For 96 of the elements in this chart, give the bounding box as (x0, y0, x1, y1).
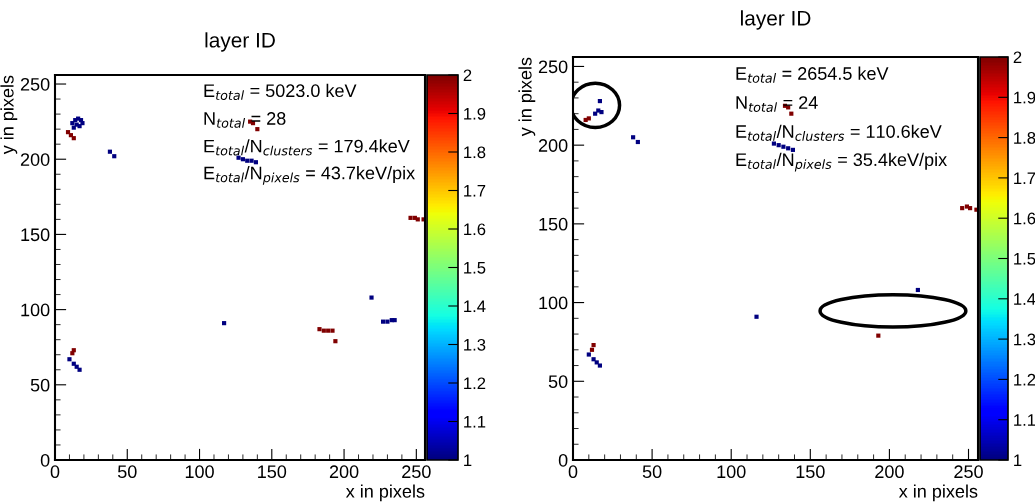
annotation: N$_{total}$ = 24 (736, 96, 818, 112)
point (597, 98, 602, 104)
color-bar-label: 1.6 (1014, 212, 1035, 225)
chart-title: layer ID (205, 32, 275, 52)
point (333, 339, 338, 344)
color-bar-label: 2 (1013, 51, 1022, 64)
point (591, 343, 596, 348)
x-tick-label: 250 (954, 465, 983, 479)
point (789, 111, 794, 116)
x-tick-label: 250 (402, 465, 431, 479)
annotation: E$_{total}$/N$_{pixels}$ = 43.7keV/pix (204, 166, 415, 185)
point (249, 158, 254, 163)
x-tick-label: 100 (717, 465, 746, 479)
point (790, 147, 795, 152)
point (112, 154, 117, 159)
x-axis-title: x in pixels (898, 484, 978, 502)
y-tick-label: 50 (548, 375, 568, 389)
point (330, 328, 335, 333)
annotation: E$_{total}$/N$_{pixels}$ = 35.4keV/pix (736, 152, 947, 172)
y-tick-label: 200 (20, 153, 50, 166)
point (381, 319, 386, 324)
point (776, 143, 781, 148)
point (385, 319, 390, 324)
point (771, 141, 776, 146)
x-axis-title: x in pixels (345, 484, 425, 502)
point (326, 328, 331, 333)
annotation: E$_{total}$ = 5023.0 keV (204, 83, 357, 101)
point (915, 287, 920, 293)
point (631, 135, 636, 140)
y-tick-label: 150 (539, 217, 568, 231)
y-tick-label: 200 (538, 139, 568, 152)
annotation: E$_{total}$ = 2654.5 keV (736, 66, 889, 83)
point (960, 206, 965, 211)
point (369, 295, 374, 300)
point (240, 157, 245, 162)
color-bar-label: 1.2 (1014, 373, 1035, 386)
color-bar-label: 1.5 (1014, 253, 1035, 265)
x-tick-label: 50 (117, 465, 137, 479)
color-bar-label: 1.8 (1014, 132, 1035, 144)
color-bar-label: 1.5 (464, 262, 486, 274)
y-tick-label: 100 (539, 296, 568, 310)
annotation: E$_{total}$/N$_{clusters}$ = 179.4keV (204, 139, 410, 156)
y-tick-label: 150 (21, 228, 50, 242)
point (586, 352, 591, 357)
point (253, 160, 258, 165)
color-bar-label: 1.3 (1014, 333, 1035, 346)
annotation: E$_{total}$/N$_{clusters}$ = 110.6keV (736, 124, 942, 141)
point (781, 144, 786, 149)
point (599, 110, 604, 115)
color-bar-label: 1.4 (1014, 293, 1035, 305)
point (321, 328, 326, 333)
x-tick-label: 0 (568, 465, 578, 479)
y-tick-label: 100 (21, 303, 50, 317)
point (589, 347, 595, 352)
color-bar-label: 1 (464, 454, 472, 467)
color-bar-label: 1.3 (464, 338, 486, 351)
point (245, 158, 250, 163)
point (107, 149, 113, 154)
x-tick-label: 200 (329, 465, 359, 479)
x-tick-label: 100 (185, 465, 214, 479)
point (408, 215, 413, 220)
y-axis-title: y in pixels (0, 75, 18, 155)
x-tick-label: 0 (50, 465, 60, 479)
y-tick-label: 50 (30, 378, 50, 392)
y-tick-label: 250 (538, 60, 568, 74)
color-bar-label: 2 (463, 69, 472, 82)
chart-title: layer ID (741, 10, 811, 30)
color-bar-label: 1.7 (1014, 172, 1035, 184)
point (255, 127, 260, 132)
color-bar-label: 1.4 (464, 300, 486, 313)
point (754, 314, 759, 319)
x-tick-label: 150 (796, 465, 825, 479)
color-bar-label: 1.1 (464, 416, 486, 428)
color-bar-label: 1.7 (464, 185, 486, 197)
x-tick-label: 50 (642, 465, 662, 479)
point (968, 206, 973, 211)
y-tick-label: 250 (20, 77, 50, 91)
point (876, 333, 881, 338)
color-bar-label: 1 (1014, 454, 1022, 467)
color-bar-label: 1.6 (464, 223, 486, 236)
point (67, 357, 72, 362)
color-bar-label: 1.2 (464, 377, 486, 390)
y-axis-title: y in pixels (518, 57, 536, 137)
x-tick-label: 200 (875, 465, 904, 479)
y-tick-label: 0 (40, 453, 50, 467)
point (786, 146, 791, 151)
color-bar-label: 1.9 (1014, 91, 1035, 104)
point (222, 321, 227, 326)
x-tick-label: 150 (258, 465, 287, 479)
point (317, 327, 322, 332)
y-tick-label: 0 (558, 453, 568, 467)
annotation: N$_{total}$ = 28 (204, 112, 286, 128)
color-bar-label: 1.9 (464, 107, 486, 120)
point (635, 139, 640, 145)
color-bar-label: 1.1 (1014, 414, 1035, 426)
color-bar-label: 1.8 (464, 146, 486, 159)
